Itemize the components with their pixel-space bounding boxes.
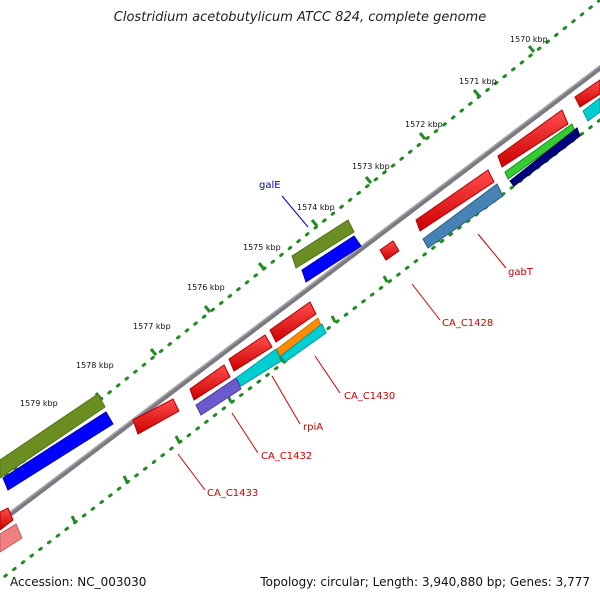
tick-label-1573: 1573 kbp — [352, 162, 390, 171]
tick-label-1577: 1577 kbp — [133, 322, 171, 331]
cds-feature-red-9[interactable] — [0, 507, 14, 531]
gene-feature-navy-1[interactable] — [509, 127, 581, 187]
genome-title: Clostridium acetobutylicum ATCC 824, com… — [113, 10, 487, 25]
gene-feature-pink-1[interactable] — [0, 523, 23, 553]
cds-feature-red-4[interactable] — [269, 301, 317, 343]
cds-feature-red-2[interactable] — [497, 109, 569, 168]
genome-backbone-highlight — [0, 65, 600, 521]
gene-feature-blue-2[interactable] — [2, 411, 114, 491]
label-leaders — [177, 195, 507, 491]
gene-feature-olive-2[interactable] — [0, 393, 106, 479]
gene-label-rpiA[interactable]: rpiA — [303, 422, 323, 433]
gene-feature-cyan-2[interactable] — [235, 348, 282, 387]
cds-feature-red-6[interactable] — [189, 364, 231, 401]
forward-strand-features — [0, 79, 600, 553]
genome-summary: Topology: circular; Length: 3,940,880 bp… — [260, 575, 590, 589]
gene-feature-purple-1[interactable] — [195, 377, 242, 416]
ruler-inner-track — [0, 118, 600, 582]
tick-label-1576: 1576 kbp — [187, 283, 225, 292]
cds-feature-red-8[interactable] — [379, 240, 400, 261]
tick-label-1572: 1572 kbp — [405, 120, 443, 129]
gene-label-CA_C1433[interactable]: CA_C1433 — [207, 488, 258, 499]
cds-feature-red-7[interactable] — [132, 398, 180, 435]
cds-feature-red-5[interactable] — [228, 334, 273, 372]
gene-label-CA_C1430[interactable]: CA_C1430 — [344, 391, 395, 402]
gene-label-galE[interactable]: galE — [259, 180, 281, 191]
tick-label-1578: 1578 kbp — [76, 361, 114, 370]
gene-feature-blue-1[interactable] — [301, 235, 362, 283]
tick-label-1574: 1574 kbp — [297, 203, 335, 212]
tick-label-1575: 1575 kbp — [243, 243, 281, 252]
gene-feature-cyan-edge[interactable] — [582, 97, 600, 122]
gene-label-CA_C1428[interactable]: CA_C1428 — [442, 318, 493, 329]
tick-label-1571: 1571 kbp — [459, 77, 497, 86]
cds-feature-red-1[interactable] — [415, 169, 495, 232]
cds-feature-red-3[interactable] — [574, 79, 600, 108]
genome-backbone — [0, 64, 600, 526]
gene-feature-cyan-1[interactable] — [280, 323, 327, 363]
tick-label-1579: 1579 kbp — [20, 399, 58, 408]
tick-label-1570: 1570 kbp — [510, 35, 548, 44]
gene-label-CA_C1432[interactable]: CA_C1432 — [261, 451, 312, 462]
gene-feature-steelblue-1[interactable] — [422, 183, 504, 249]
gene-label-gabT[interactable]: gabT — [508, 267, 534, 278]
gene-feature-olive-1[interactable] — [291, 219, 355, 269]
accession-label: Accession: NC_003030 — [10, 575, 147, 589]
